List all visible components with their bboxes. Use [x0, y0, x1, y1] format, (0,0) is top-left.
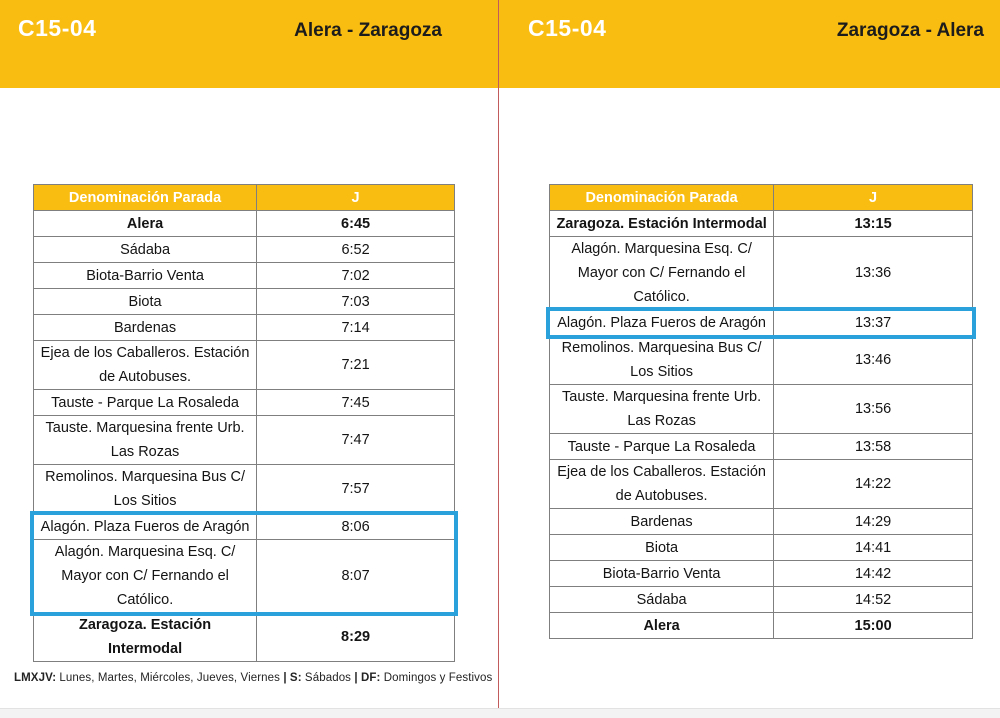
stop-cell: Remolinos. Marquesina Bus C/ Los Sitios	[32, 464, 258, 514]
table-row: Remolinos. Marquesina Bus C/ Los Sitios 1…	[548, 335, 973, 385]
time-cell: 8:06	[256, 513, 455, 540]
route-title-return: Zaragoza - Alera	[836, 20, 984, 41]
time-cell: 7:21	[256, 340, 455, 390]
time-cell: 14:22	[773, 459, 973, 509]
timetable-return-wrap: Denominación Parada J Zaragoza. Estación I…	[546, 184, 976, 639]
stop-cell: Bardenas	[32, 314, 258, 341]
time-cell: 8:07	[256, 539, 455, 613]
table-row: Zaragoza. Estación Intermodal 13:15	[548, 210, 973, 237]
table-row: Alagón. Plaza Fueros de Aragón 13:37	[548, 309, 973, 336]
table-row: Biota 14:41	[548, 534, 973, 561]
table-row: Biota-Barrio Venta 7:02	[32, 262, 455, 289]
table-row: Alagón. Marquesina Esq. C/ Mayor con C/ …	[32, 539, 455, 613]
time-cell: 13:36	[773, 236, 973, 310]
table-row: Ejea de los Caballeros. Estación de Auto…	[32, 340, 455, 390]
time-cell: 14:41	[773, 534, 973, 561]
legend-segment: Sábados	[301, 672, 355, 684]
stop-cell: Biota-Barrio Venta	[32, 262, 258, 289]
time-cell: 7:45	[256, 389, 455, 416]
time-cell: 8:29	[256, 612, 455, 662]
time-cell: 7:03	[256, 288, 455, 315]
timetable-return: Denominación Parada J Zaragoza. Estación I…	[548, 184, 973, 639]
table-row: Alagón. Marquesina Esq. C/ Mayor con C/ …	[548, 236, 973, 310]
header-band: C15-04 Alera - Zaragoza C15-04 Zaragoza …	[0, 0, 1000, 88]
table-header-row: Denominación Parada J	[32, 184, 455, 211]
stop-cell: Sádaba	[32, 236, 258, 263]
timetable-outbound: Denominación Parada J Alera 6:45 Sádaba 6:52 B…	[32, 184, 455, 662]
table-row: Remolinos. Marquesina Bus C/ Los Sitios 7…	[32, 464, 455, 514]
bottom-strip	[0, 708, 1000, 718]
table-row: Bardenas 14:29	[548, 508, 973, 535]
table-row: Biota-Barrio Venta 14:42	[548, 560, 973, 587]
stop-column-header: Denominación Parada	[548, 184, 775, 211]
stop-cell: Biota	[32, 288, 258, 315]
legend: LMXJV: Lunes, Martes, Miércoles, Jueves,…	[14, 672, 492, 684]
table-row: Bardenas 7:14	[32, 314, 455, 341]
time-cell: 6:52	[256, 236, 455, 263]
table-row: Biota 7:03	[32, 288, 455, 315]
stop-cell: Ejea de los Caballeros. Estación de Auto…	[548, 459, 775, 509]
line-code: C15-04	[528, 15, 607, 41]
stop-cell: Zaragoza. Estación Intermodal	[548, 210, 775, 237]
stop-cell: Biota-Barrio Venta	[548, 560, 775, 587]
table-row: Tauste - Parque La Rosaleda 13:58	[548, 433, 973, 460]
stop-cell: Alagón. Plaza Fueros de Aragón	[548, 309, 775, 336]
legend-segment: | DF:	[354, 672, 381, 684]
stop-cell: Sádaba	[548, 586, 775, 613]
stop-cell: Remolinos. Marquesina Bus C/ Los Sitios	[548, 335, 775, 385]
time-cell: 14:42	[773, 560, 973, 587]
stop-cell: Biota	[548, 534, 775, 561]
table-row: Tauste - Parque La Rosaleda 7:45	[32, 389, 455, 416]
stop-cell: Zaragoza. Estación Intermodal	[32, 612, 258, 662]
line-code: C15-04	[18, 15, 97, 41]
time-cell: 14:52	[773, 586, 973, 613]
legend-segment: LMXJV:	[14, 672, 57, 684]
table-row: Alera 15:00	[548, 612, 973, 639]
legend-segment: | S:	[283, 672, 302, 684]
time-cell: 13:37	[773, 309, 973, 336]
route-title-outbound: Alera - Zaragoza	[294, 20, 442, 41]
legend-segment: Domingos y Festivos	[380, 672, 493, 684]
stop-cell: Tauste. Marquesina frente Urb. Las Rozas	[548, 384, 775, 434]
stop-cell: Alagón. Plaza Fueros de Aragón	[32, 513, 258, 540]
stop-cell: Tauste - Parque La Rosaleda	[32, 389, 258, 416]
table-row: Alera 6:45	[32, 210, 455, 237]
time-cell: 7:57	[256, 464, 455, 514]
time-cell: 7:14	[256, 314, 455, 341]
stop-cell: Alagón. Marquesina Esq. C/ Mayor con C/ …	[32, 539, 258, 613]
time-cell: 6:45	[256, 210, 455, 237]
stop-cell: Ejea de los Caballeros. Estación de Auto…	[32, 340, 258, 390]
table-row: Zaragoza. Estación Intermodal 8:29	[32, 612, 455, 662]
time-cell: 13:46	[773, 335, 973, 385]
stop-column-header: Denominación Parada	[32, 184, 258, 211]
time-cell: 13:15	[773, 210, 973, 237]
table-row: Sádaba 6:52	[32, 236, 455, 263]
table-row: Ejea de los Caballeros. Estación de Auto…	[548, 459, 973, 509]
table-row: Alagón. Plaza Fueros de Aragón 8:06	[32, 513, 455, 540]
table-header-row: Denominación Parada J	[548, 184, 973, 211]
table-row: Sádaba 14:52	[548, 586, 973, 613]
header-outbound: C15-04 Alera - Zaragoza	[0, 0, 498, 88]
day-column-header: J	[256, 184, 455, 211]
legend-segment: Lunes, Martes, Miércoles, Jueves, Vierne…	[56, 672, 284, 684]
time-cell: 7:47	[256, 415, 455, 465]
timetable-outbound-wrap: Denominación Parada J Alera 6:45 Sádaba 6:52 B…	[30, 184, 458, 662]
stop-cell: Alagón. Marquesina Esq. C/ Mayor con C/ …	[548, 236, 775, 310]
stop-cell: Tauste. Marquesina frente Urb. Las Rozas	[32, 415, 258, 465]
time-cell: 13:56	[773, 384, 973, 434]
time-cell: 13:58	[773, 433, 973, 460]
table-row: Tauste. Marquesina frente Urb. Las Rozas…	[548, 384, 973, 434]
time-cell: 7:02	[256, 262, 455, 289]
time-cell: 15:00	[773, 612, 973, 639]
table-row: Tauste. Marquesina frente Urb. Las Rozas…	[32, 415, 455, 465]
header-return: C15-04 Zaragoza - Alera	[499, 0, 1000, 88]
stop-cell: Alera	[32, 210, 258, 237]
stop-cell: Alera	[548, 612, 775, 639]
stop-cell: Bardenas	[548, 508, 775, 535]
day-column-header: J	[773, 184, 973, 211]
time-cell: 14:29	[773, 508, 973, 535]
stop-cell: Tauste - Parque La Rosaleda	[548, 433, 775, 460]
panel-divider-line	[498, 0, 499, 710]
